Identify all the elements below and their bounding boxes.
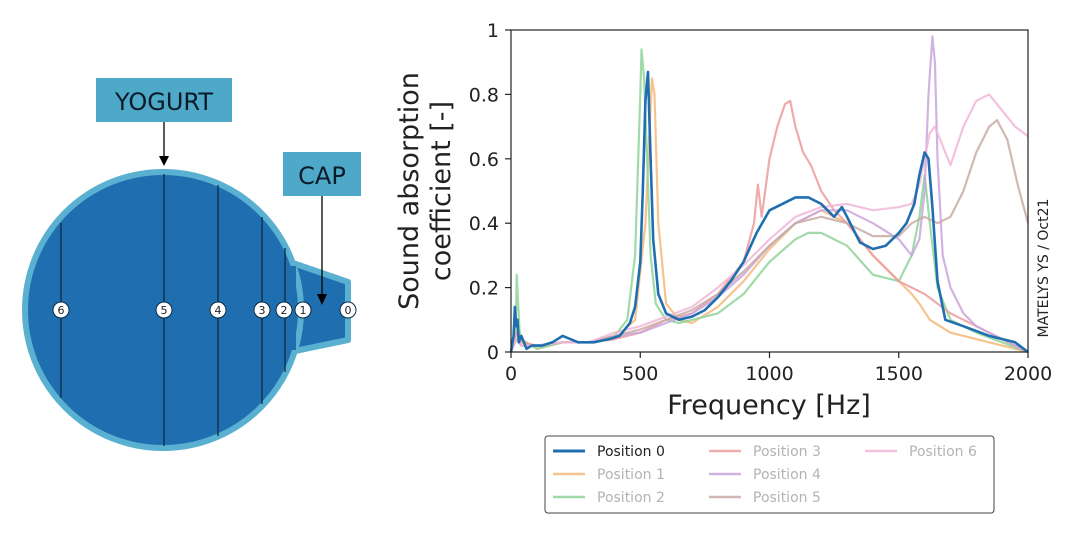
marker-0-label: 0	[345, 304, 352, 317]
marker-2-label: 2	[281, 304, 288, 317]
legend-label-position-2: Position 2	[597, 490, 665, 506]
series-line-position-0	[509, 70, 1029, 354]
cap-label-box	[283, 152, 361, 196]
x-tick-label: 2000	[1004, 363, 1052, 385]
watermark: MATELYS YS / Oct21	[1036, 199, 1052, 338]
y-tick-label: 0.2	[469, 278, 499, 300]
x-tick-label: 500	[622, 363, 658, 385]
marker-3-label: 3	[259, 304, 266, 317]
x-tick-label: 0	[505, 363, 517, 385]
plot-frame	[510, 29, 1029, 353]
marker-1-label: 1	[300, 304, 307, 317]
y-tick-label: 0.6	[469, 149, 499, 171]
series-line-position-3	[509, 99, 1029, 353]
x-tick-label: 1500	[875, 363, 923, 385]
yogurt-label-box	[96, 78, 232, 122]
cap-arrow-head	[317, 294, 327, 305]
y-tick-label: 0	[487, 342, 499, 364]
position-markers: 6 5 4 3 2 1 0	[52, 301, 357, 319]
y-tick-label: 0.4	[469, 213, 499, 235]
series-line-position-4	[509, 35, 1029, 353]
y-axis-label-line1: Sound absorption	[394, 72, 425, 310]
yogurt-arrow-head	[159, 156, 169, 166]
marker-1-circle	[294, 301, 312, 319]
marker-4-circle	[209, 301, 227, 319]
legend-label-position-6: Position 6	[909, 444, 977, 460]
marker-5-circle	[155, 301, 173, 319]
yogurt-cap-diagram: 6 5 4 3 2 1 0 YOGURT CAP	[22, 78, 361, 451]
legend-label-position-5: Position 5	[753, 490, 821, 506]
legend-label-position-3: Position 3	[753, 444, 821, 460]
series-line-position-2	[509, 48, 1029, 354]
cap-label: CAP	[298, 162, 346, 190]
marker-6-label: 6	[58, 304, 65, 317]
y-axis-label-line2: coefficient [-]	[426, 101, 457, 281]
ticks-layer: 0 500 1000 1500 2000 0 0.2 0.4 0.6 0.8 1	[469, 20, 1052, 385]
marker-5-label: 5	[161, 304, 168, 317]
legend-frame	[544, 435, 995, 514]
legend: Position 0 Position 1 Position 2 Position 3…	[544, 435, 995, 514]
absorption-chart: 0 500 1000 1500 2000 0 0.2 0.4 0.6 0.8 1 Frequency…	[394, 20, 1052, 514]
legend-label-position-0: Position 0	[597, 444, 665, 460]
marker-6-circle	[52, 301, 70, 319]
yogurt-label: YOGURT	[114, 88, 213, 116]
y-tick-label: 0.8	[469, 84, 499, 106]
marker-2-circle	[275, 301, 293, 319]
x-axis-label: Frequency [Hz]	[667, 390, 871, 421]
series-layer	[509, 35, 1030, 354]
marker-3-circle	[253, 301, 271, 319]
legend-label-position-4: Position 4	[753, 467, 821, 483]
y-tick-label: 1	[487, 20, 499, 42]
marker-4-label: 4	[215, 304, 222, 317]
x-tick-label: 1000	[745, 363, 793, 385]
legend-label-position-1: Position 1	[597, 467, 665, 483]
marker-0-circle	[339, 301, 357, 319]
